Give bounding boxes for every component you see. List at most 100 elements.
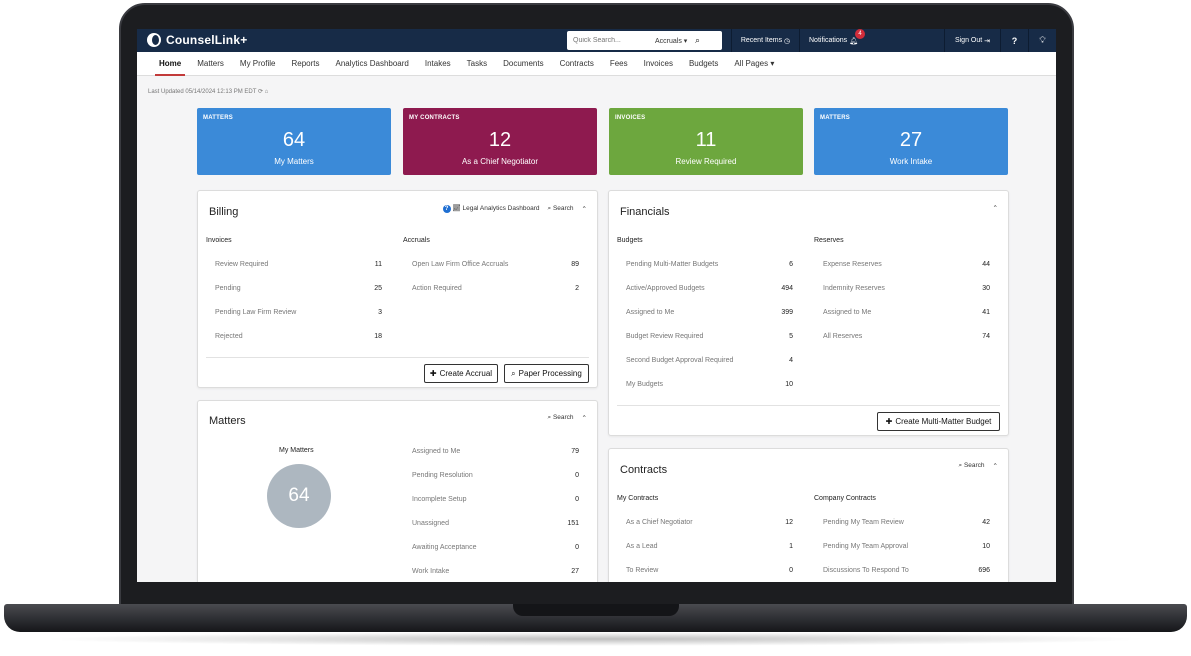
list-item[interactable]: Second Budget Approval Required 4 — [626, 357, 793, 364]
collapse-icon[interactable]: ⌃ — [992, 205, 998, 212]
list-item[interactable]: As a Lead 1 — [626, 543, 793, 550]
billing-title: Billing — [209, 206, 239, 218]
list-item[interactable]: Unassigned 151 — [412, 520, 579, 527]
list-item[interactable]: Incomplete Setup 0 — [412, 496, 579, 503]
search-icon: ⌕ — [958, 462, 963, 469]
list-item[interactable]: Assigned to Me 41 — [823, 309, 990, 316]
list-item-count: 18 — [374, 333, 382, 340]
list-item-count: 11 — [374, 261, 382, 268]
nav-item-label: My Profile — [239, 58, 276, 68]
list-item[interactable]: My Budgets 10 — [626, 381, 793, 388]
nav-item-reports[interactable]: Reports — [283, 52, 327, 76]
list-item[interactable]: Discussions To Respond To 696 — [823, 567, 990, 574]
list-item[interactable]: To Review 0 — [626, 567, 793, 574]
nav-item-home[interactable]: Home — [151, 52, 189, 76]
refresh-icon[interactable]: ⟳ — [257, 89, 263, 95]
list-item[interactable]: Indemnity Reserves 30 — [823, 285, 990, 292]
analytics-link[interactable]: ? 📈︎ Legal Analytics Dashboard — [442, 204, 539, 213]
billing-search-button[interactable]: ⌕ Search — [547, 205, 573, 213]
nav-item-invoices[interactable]: Invoices — [636, 52, 681, 76]
list-item[interactable]: Pending 25 — [215, 285, 382, 292]
search-icon[interactable]: ⌕ — [695, 35, 701, 45]
list-item[interactable]: Assigned to Me 79 — [412, 448, 579, 455]
nav-item-analytics-dashboard[interactable]: Analytics Dashboard — [327, 52, 416, 76]
contracts-search-label: Search — [963, 462, 985, 469]
list-item[interactable]: Pending Law Firm Review 3 — [215, 309, 382, 316]
help-button[interactable]: ? — [1000, 29, 1028, 52]
summary-tile[interactable]: INVOICES 11 Review Required — [609, 108, 803, 175]
list-item[interactable]: Action Required 2 — [412, 285, 579, 292]
nav-item-tasks[interactable]: Tasks — [459, 52, 495, 76]
collapse-icon[interactable]: ⌃ — [581, 205, 587, 213]
list-item-label: Work Intake — [412, 568, 450, 575]
list-item-count: 12 — [785, 519, 793, 526]
search-scope-select[interactable]: Accruals ▾ — [655, 37, 695, 45]
nav-item-my-profile[interactable]: My Profile — [232, 52, 284, 76]
logo-text: CounselLink+ — [166, 33, 248, 47]
list-item[interactable]: Open Law Firm Office Accruals 89 — [412, 261, 579, 268]
nav-item-label: Matters — [197, 58, 224, 68]
nav-item-contracts[interactable]: Contracts — [552, 52, 602, 76]
nav-item-budgets[interactable]: Budgets — [681, 52, 726, 76]
app-logo[interactable]: CounselLink+ — [147, 33, 247, 47]
list-item-count: 44 — [982, 261, 990, 268]
tile-sub: Work Intake — [889, 157, 933, 166]
summary-tile[interactable]: MY CONTRACTS 12 As a Chief Negotiator — [403, 108, 597, 175]
nav-item-documents[interactable]: Documents — [495, 52, 551, 76]
list-item[interactable]: Pending My Team Approval 10 — [823, 543, 990, 550]
list-item[interactable]: Expense Reserves 44 — [823, 261, 990, 268]
nav-item-label: All Pages — [734, 58, 769, 68]
list-item-label: My Budgets — [626, 381, 663, 388]
matters-search-button[interactable]: ⌕ Search — [547, 414, 573, 422]
contracts-search-button[interactable]: ⌕ Search — [958, 462, 984, 470]
list-item-count: 79 — [571, 448, 579, 455]
list-item-label: Second Budget Approval Required — [626, 357, 734, 364]
home-icon[interactable]: ⌂ — [264, 89, 269, 95]
list-item-count: 2 — [575, 285, 579, 292]
list-item-label: Pending Multi-Matter Budgets — [626, 261, 719, 268]
list-item-count: 74 — [982, 333, 990, 340]
search-icon: ⌕ — [547, 414, 552, 421]
billing-tools: ? 📈︎ Legal Analytics Dashboard ⌕ Search … — [442, 204, 587, 213]
recent-items-button[interactable]: Recent Items ◷ — [731, 29, 799, 52]
nav-item-label: Intakes — [424, 58, 451, 68]
create-accrual-label: Create Accrual — [439, 369, 493, 378]
list-item[interactable]: Budget Review Required 5 — [626, 333, 793, 340]
list-item[interactable]: Active/Approved Budgets 494 — [626, 285, 793, 292]
my-matters-donut[interactable]: 64 — [267, 464, 331, 528]
notifications-button[interactable]: Notifications 🔔︎ 4 — [799, 29, 867, 52]
tips-button[interactable]: 💡︎ — [1028, 29, 1056, 52]
create-accrual-button[interactable]: ✚ Create Accrual — [424, 364, 498, 383]
collapse-icon[interactable]: ⌃ — [581, 415, 587, 422]
quick-search-input[interactable] — [567, 37, 655, 44]
app-screen: CounselLink+ Accruals ▾ ⌕ Recent Items ◷… — [137, 29, 1056, 582]
list-item[interactable]: As a Chief Negotiator 12 — [626, 519, 793, 526]
list-item[interactable]: Pending My Team Review 42 — [823, 519, 990, 526]
create-budget-button[interactable]: ✚ Create Multi-Matter Budget — [877, 412, 1000, 431]
list-item[interactable]: Awaiting Acceptance 0 — [412, 544, 579, 551]
list-item[interactable]: Pending Multi-Matter Budgets 6 — [626, 261, 793, 268]
list-item[interactable]: All Reserves 74 — [823, 333, 990, 340]
budgets-heading: Budgets — [617, 237, 643, 244]
list-item-count: 0 — [575, 544, 579, 551]
summary-tile[interactable]: MATTERS 27 Work Intake — [814, 108, 1008, 175]
list-item[interactable]: Rejected 18 — [215, 333, 382, 340]
list-item[interactable]: Pending Resolution 0 — [412, 472, 579, 479]
tile-label: MY CONTRACTS — [409, 115, 460, 121]
nav-item-all-pages[interactable]: All Pages ▾ — [726, 52, 782, 76]
summary-tile[interactable]: MATTERS 64 My Matters — [197, 108, 391, 175]
list-item-count: 4 — [789, 357, 793, 364]
nav-item-fees[interactable]: Fees — [602, 52, 636, 76]
paper-processing-button[interactable]: ⌕ Paper Processing — [504, 364, 589, 383]
sign-out-button[interactable]: Sign Out ⇥ — [944, 29, 1000, 52]
tile-value: 27 — [899, 129, 923, 151]
list-item[interactable]: Work Intake 27 — [412, 568, 579, 575]
collapse-icon[interactable]: ⌃ — [992, 463, 998, 470]
list-item[interactable]: Review Required 11 — [215, 261, 382, 268]
list-item-count: 1 — [789, 543, 793, 550]
nav-item-intakes[interactable]: Intakes — [417, 52, 459, 76]
list-item[interactable]: Assigned to Me 399 — [626, 309, 793, 316]
nav-item-matters[interactable]: Matters — [189, 52, 232, 76]
list-item-count: 151 — [567, 520, 579, 527]
chevron-down-icon: ▾ — [683, 37, 688, 45]
